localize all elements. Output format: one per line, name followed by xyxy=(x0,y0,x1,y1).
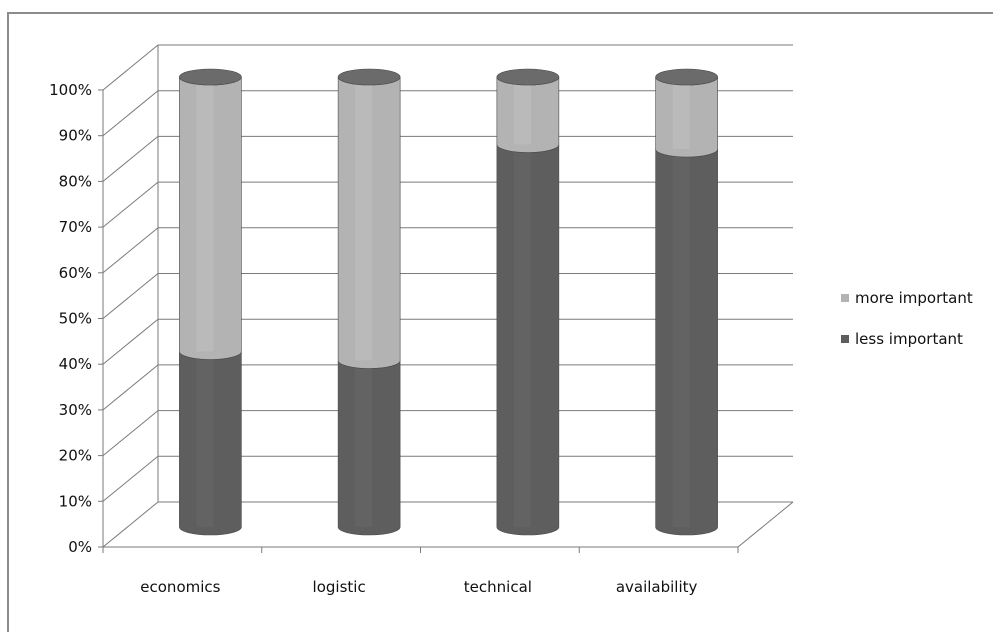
chart-frame xyxy=(7,12,993,632)
bar-top-cap xyxy=(655,68,718,86)
x-category-label: logistic xyxy=(313,578,366,596)
y-tick-label: 100% xyxy=(49,81,92,99)
bar-highlight xyxy=(196,77,214,352)
y-tick-label: 90% xyxy=(59,127,92,145)
side-wall-gridline xyxy=(102,181,159,228)
bar-highlight xyxy=(513,77,531,145)
side-wall-gridline xyxy=(102,273,159,319)
side-wall-gridline xyxy=(102,227,159,274)
bar-top-cap xyxy=(337,68,401,86)
legend-swatch xyxy=(841,294,849,302)
bar-highlight xyxy=(355,360,373,527)
x-category-label: technical xyxy=(464,578,532,596)
bar-highlight xyxy=(672,77,690,149)
bar-top-cap xyxy=(179,68,242,86)
y-tick-label: 80% xyxy=(59,172,92,190)
side-wall-gridline xyxy=(102,364,159,411)
bar-highlight xyxy=(672,149,690,527)
chart-bars xyxy=(179,68,718,536)
x-axis-labels: economics logistic technical availability xyxy=(140,578,697,596)
y-tick-label: 30% xyxy=(59,401,92,419)
y-tick-label: 40% xyxy=(59,355,92,373)
side-wall-gridline xyxy=(102,455,159,502)
legend-label: more important xyxy=(855,289,973,307)
bar-top-cap xyxy=(496,68,560,86)
side-wall-gridline xyxy=(102,90,159,137)
y-tick-label: 10% xyxy=(59,492,92,510)
legend-label: less important xyxy=(855,330,963,348)
bar-highlight xyxy=(355,77,373,361)
legend: more important less important xyxy=(841,289,973,348)
y-tick-label: 20% xyxy=(59,447,92,465)
y-axis-ticks: 0% 10% 20% 30% 40% 50% 60% 70% 80% 90% 100% xyxy=(49,81,92,556)
bar-highlight xyxy=(196,351,214,527)
x-category-label: availability xyxy=(616,578,698,596)
floor-right-edge xyxy=(737,501,794,548)
side-wall-gridline xyxy=(102,136,159,182)
y-tick-label: 0% xyxy=(68,538,92,556)
side-wall-gridline xyxy=(102,501,159,548)
bar-highlight xyxy=(513,144,531,527)
y-tick-label: 50% xyxy=(59,310,92,328)
side-wall-gridline xyxy=(102,410,159,456)
legend-swatch xyxy=(841,335,849,343)
side-wall-gridline xyxy=(102,318,159,365)
x-category-label: economics xyxy=(140,578,220,596)
side-wall-gridline xyxy=(102,44,159,91)
y-tick-label: 60% xyxy=(59,264,92,282)
y-tick-label: 70% xyxy=(59,218,92,236)
